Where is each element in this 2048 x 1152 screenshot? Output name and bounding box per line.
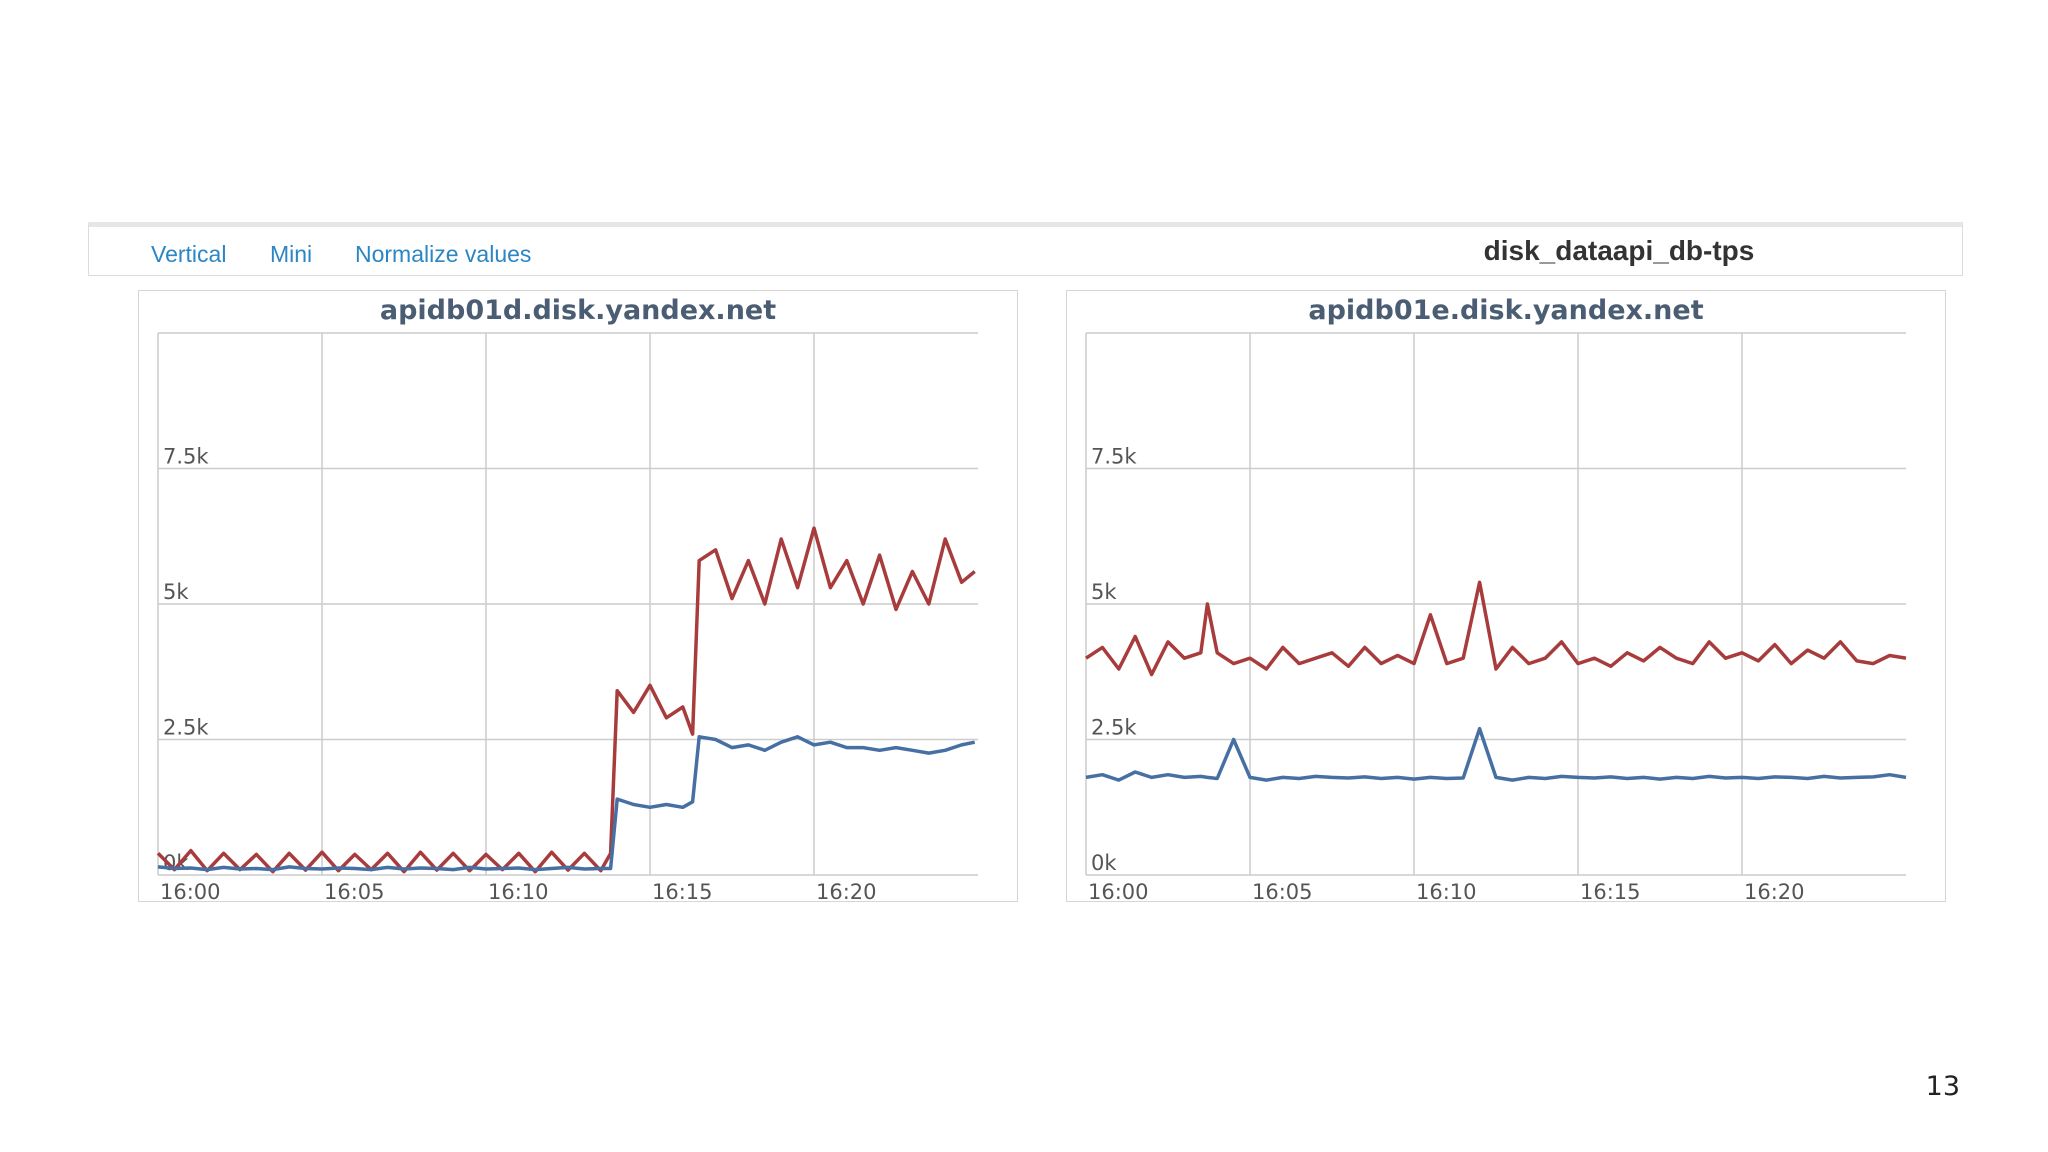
chart-panel-apidb01e: apidb01e.disk.yandex.net 16:00 16:05 16:10… xyxy=(1066,290,1946,902)
x-tick-label: 16:00 xyxy=(160,880,221,901)
vertical-link[interactable]: Vertical xyxy=(151,241,227,267)
x-tick-label: 16:20 xyxy=(1744,880,1805,901)
x-tick-label: 16:05 xyxy=(1252,880,1313,901)
series-line-2 xyxy=(1085,726,1907,782)
y-tick-label: 7.5k xyxy=(1091,445,1137,469)
y-tick-label: 5k xyxy=(1091,580,1117,604)
x-tick-label: 16:20 xyxy=(816,880,877,901)
x-tick-label: 16:15 xyxy=(652,880,713,901)
chart-title: apidb01d.disk.yandex.net xyxy=(379,295,777,326)
normalize-values-link[interactable]: Normalize values xyxy=(355,241,532,267)
series-line-2 xyxy=(157,735,976,872)
dashboard-toolbar: Vertical Mini Normalize values disk_data… xyxy=(88,222,1963,276)
y-tick-label: 7.5k xyxy=(163,445,209,469)
x-tick-label: 16:10 xyxy=(1416,880,1477,901)
x-tick-label: 16:10 xyxy=(488,880,549,901)
series-line-1 xyxy=(1085,580,1907,677)
mini-link[interactable]: Mini xyxy=(270,241,313,267)
chart-apidb01e: 16:00 16:05 16:10 16:15 16:20 7.5k 5k 2.5k 0k xyxy=(1085,332,1907,901)
series-line-1 xyxy=(156,526,976,874)
page-number: 13 xyxy=(1925,1071,1960,1102)
dashboard-title: disk_dataapi_db-tps xyxy=(1483,235,1755,266)
y-tick-label: 5k xyxy=(163,580,189,604)
x-tick-label: 16:15 xyxy=(1580,880,1641,901)
y-tick-label: 2.5k xyxy=(163,716,209,740)
chart-panel-apidb01d: apidb01d.disk.yandex.net 16:00 16:05 16:10… xyxy=(138,290,1018,902)
x-tick-label: 16:00 xyxy=(1088,880,1149,901)
y-tick-label: 0k xyxy=(1091,851,1117,875)
x-tick-label: 16:05 xyxy=(324,880,385,901)
chart-title: apidb01e.disk.yandex.net xyxy=(1308,295,1704,326)
y-tick-label: 2.5k xyxy=(1091,716,1137,740)
